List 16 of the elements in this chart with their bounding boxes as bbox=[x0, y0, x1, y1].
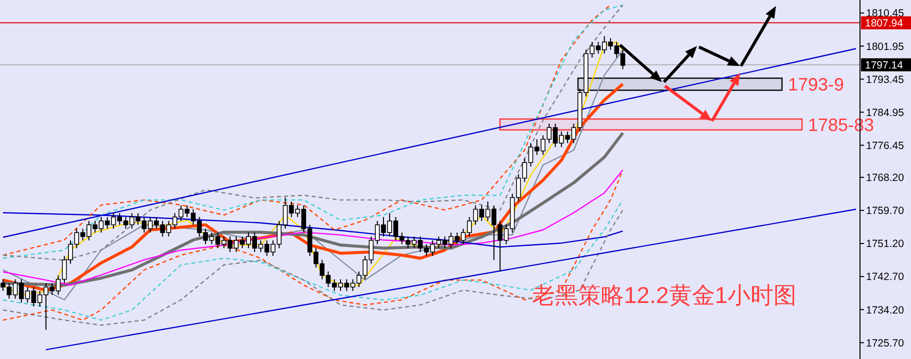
ref-line-label: 1807.94 bbox=[865, 17, 904, 30]
band-label: 1793-9 bbox=[788, 74, 844, 95]
y-tick-label: 1734.20 bbox=[866, 304, 904, 316]
y-tick-label: 1784.95 bbox=[866, 106, 904, 119]
y-tick-label: 1768.20 bbox=[866, 172, 904, 184]
y-tick-label: 1776.45 bbox=[866, 140, 904, 152]
y-tick-label: 1810.45 bbox=[866, 8, 904, 20]
y-tick-label: 1801.95 bbox=[866, 40, 904, 53]
y-tick-label: 1751.20 bbox=[866, 238, 904, 250]
line-series bbox=[2, 169, 624, 321]
y-tick-label: 1793.45 bbox=[866, 74, 904, 86]
line-series bbox=[2, 169, 624, 286]
ref-line-label: 1797.14 bbox=[865, 59, 904, 72]
y-tick-label: 1725.70 bbox=[866, 337, 904, 350]
y-tick-label: 1742.70 bbox=[866, 271, 904, 284]
y-tick-label: 1759.70 bbox=[866, 205, 904, 218]
